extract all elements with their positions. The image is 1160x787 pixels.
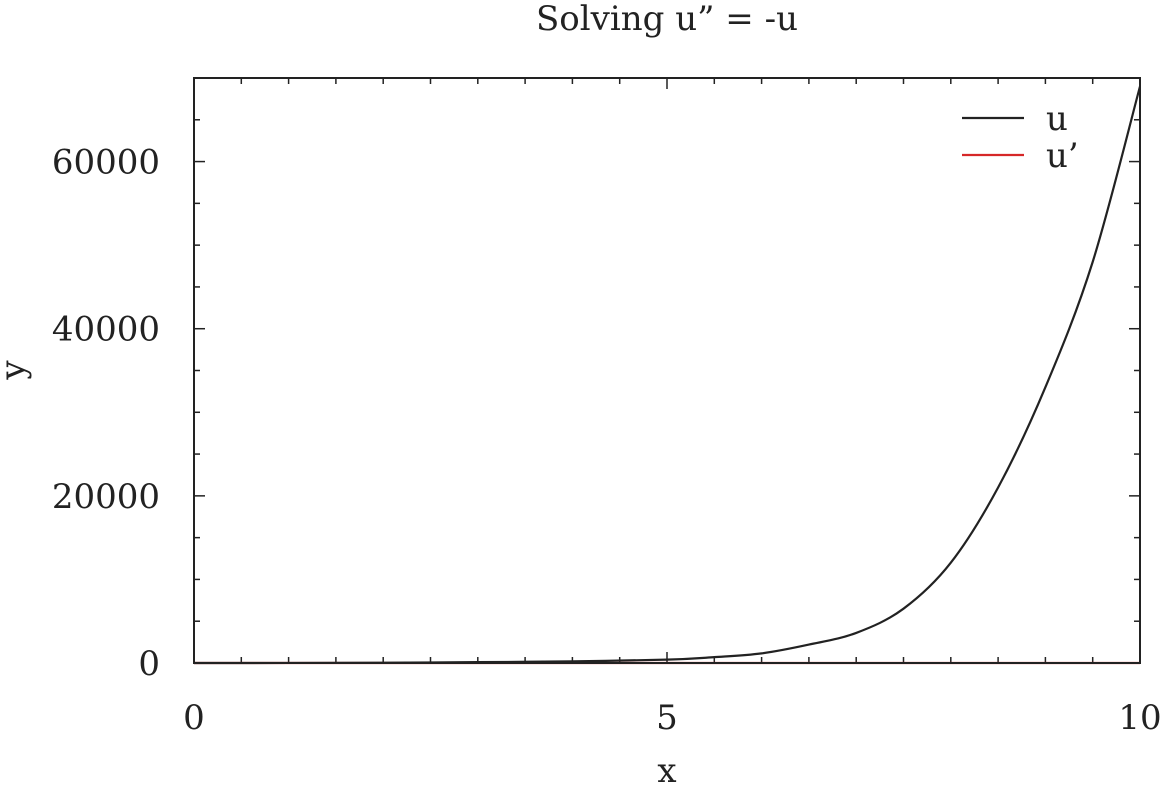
x-tick-label: 0 — [183, 698, 205, 738]
x-axis-label: x — [657, 751, 676, 787]
chart-title: Solving u” = -u — [536, 0, 798, 39]
series-line-u — [193, 86, 1142, 665]
x-tick-label: 5 — [656, 698, 678, 738]
tick-labels-layer: 0 5 10 0 20000 40000 60000 — [52, 143, 1160, 738]
plot-frame — [193, 77, 1141, 664]
series-layer — [193, 86, 1142, 665]
ticks-layer — [193, 77, 1141, 664]
y-tick-label: 40000 — [52, 310, 160, 350]
legend: uu’ — [962, 99, 1079, 176]
y-tick-label: 0 — [138, 644, 160, 684]
y-tick-label: 60000 — [52, 143, 160, 183]
y-axis-label: y — [0, 360, 33, 381]
y-tick-label: 20000 — [52, 477, 160, 517]
legend-label: u — [1046, 99, 1068, 139]
legend-label: u’ — [1046, 136, 1079, 176]
x-tick-label: 10 — [1118, 698, 1160, 738]
